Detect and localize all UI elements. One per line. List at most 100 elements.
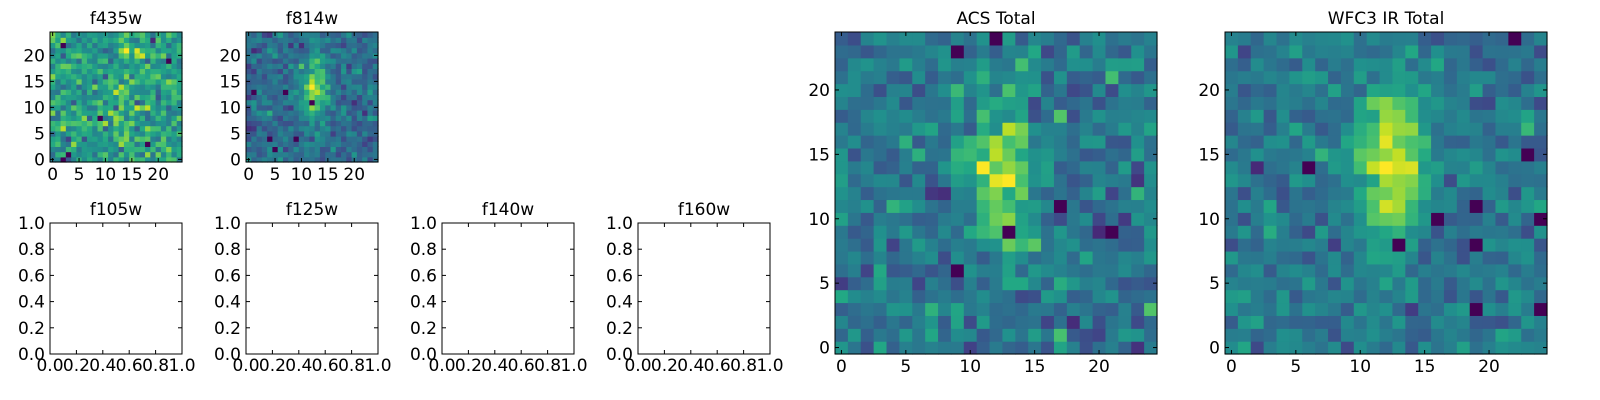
heatmap-cell (1443, 32, 1458, 46)
heatmap-cell (963, 263, 978, 278)
heatmap-cell (341, 42, 347, 49)
heatmap-cell (246, 120, 252, 127)
y-tick-label: 0.2 (606, 319, 633, 339)
heatmap-cell (1392, 212, 1406, 226)
heatmap-cell (351, 52, 358, 59)
heatmap-cell (1092, 70, 1107, 85)
heatmap-cell (1289, 263, 1303, 278)
heatmap-cell (176, 89, 183, 95)
heatmap-cell (55, 99, 62, 106)
heatmap-cell (1379, 160, 1394, 175)
heatmap-cell (102, 37, 109, 43)
heatmap-cell (835, 122, 849, 136)
heatmap-cell (1105, 83, 1119, 97)
heatmap-cell (272, 110, 279, 116)
heatmap-cell (256, 73, 263, 80)
heatmap-cell (1131, 160, 1145, 175)
y-tick-label: 15 (219, 72, 241, 92)
heatmap-cell (1118, 250, 1132, 265)
heatmap-cell (155, 47, 162, 54)
heatmap-cell (304, 141, 310, 147)
heatmap-cell (989, 83, 1004, 97)
heatmap-cell (145, 68, 151, 75)
heatmap-cell (372, 89, 379, 95)
heatmap-cell (1482, 109, 1497, 123)
heatmap-cell (118, 151, 125, 158)
y-tick-label: 0.8 (18, 240, 45, 260)
heatmap-cell (1495, 276, 1509, 291)
heatmap-cell (319, 99, 326, 106)
heatmap-cell (325, 99, 332, 106)
heatmap-cell (1041, 199, 1055, 213)
heatmap-cell (150, 37, 157, 43)
heatmap-cell (367, 156, 374, 163)
heatmap-cell (1263, 315, 1278, 329)
heatmap-cell (1015, 328, 1029, 342)
heatmap-cell (1328, 173, 1342, 188)
heatmap-cell (288, 110, 295, 116)
heatmap-cell (86, 141, 93, 147)
heatmap-cell (351, 151, 358, 158)
heatmap-cell (108, 89, 114, 95)
heatmap-cell (1495, 160, 1509, 175)
heatmap-cell (325, 89, 332, 95)
heatmap-cell (1066, 328, 1081, 342)
heatmap-cell (108, 125, 114, 132)
heatmap-f435w (50, 32, 183, 163)
heatmap-cell (251, 130, 258, 137)
heatmap-cell (251, 42, 258, 49)
heatmap-cell (176, 99, 183, 106)
heatmap-cell (1237, 173, 1252, 188)
heatmap-cell (251, 84, 258, 90)
heatmap-cell (912, 328, 926, 342)
heatmap-cell (304, 94, 310, 101)
heatmap-cell (282, 58, 289, 64)
heatmap-cell (139, 84, 146, 90)
heatmap-cell (60, 78, 67, 85)
heatmap-cell (351, 37, 358, 43)
heatmap-cell (1353, 160, 1368, 175)
heatmap-cell (298, 52, 305, 59)
heatmap-cell (1002, 289, 1016, 304)
heatmap-cell (1079, 315, 1094, 329)
x-tick-label: 20 (1478, 357, 1500, 377)
heatmap-cell (1028, 263, 1042, 278)
heatmap-cell (123, 47, 130, 54)
panel-title-f105w: f105w (90, 200, 142, 220)
heatmap-cell (1353, 147, 1368, 162)
heatmap-cell (246, 68, 252, 75)
y-tick-label: 0 (230, 150, 241, 170)
heatmap-cell (1028, 57, 1042, 72)
heatmap-cell (298, 47, 305, 54)
heatmap-cell (129, 47, 136, 54)
heatmap-cell (1028, 109, 1042, 123)
heatmap-cell (1237, 315, 1252, 329)
x-tick-label: 0.2 (455, 356, 482, 376)
heatmap-cell (60, 47, 67, 54)
heatmap-cell (1276, 109, 1290, 123)
heatmap-cell (319, 68, 326, 75)
heatmap-cell (1015, 122, 1029, 136)
heatmap-cell (1431, 83, 1445, 97)
heatmap-cell (176, 115, 183, 121)
heatmap-cell (277, 151, 284, 158)
heatmap-cell (1469, 315, 1484, 329)
heatmap-cell (76, 110, 83, 116)
heatmap-cell (145, 125, 151, 132)
heatmap-cell (1079, 276, 1094, 291)
heatmap-cell (1002, 250, 1016, 265)
heatmap-cell (145, 47, 151, 54)
heatmap-cell (123, 151, 130, 158)
heatmap-cell (71, 89, 77, 95)
heatmap-cell (176, 37, 183, 43)
heatmap-cell (81, 136, 88, 142)
heatmap-cell (176, 146, 183, 153)
heatmap-cell (1431, 263, 1445, 278)
heatmap-cell (1405, 238, 1419, 252)
heatmap-cell (886, 147, 900, 162)
heatmap-cell (335, 120, 342, 127)
x-tick-label: 0.0 (624, 356, 651, 376)
heatmap-cell (1225, 83, 1239, 97)
heatmap-cell (97, 104, 104, 111)
